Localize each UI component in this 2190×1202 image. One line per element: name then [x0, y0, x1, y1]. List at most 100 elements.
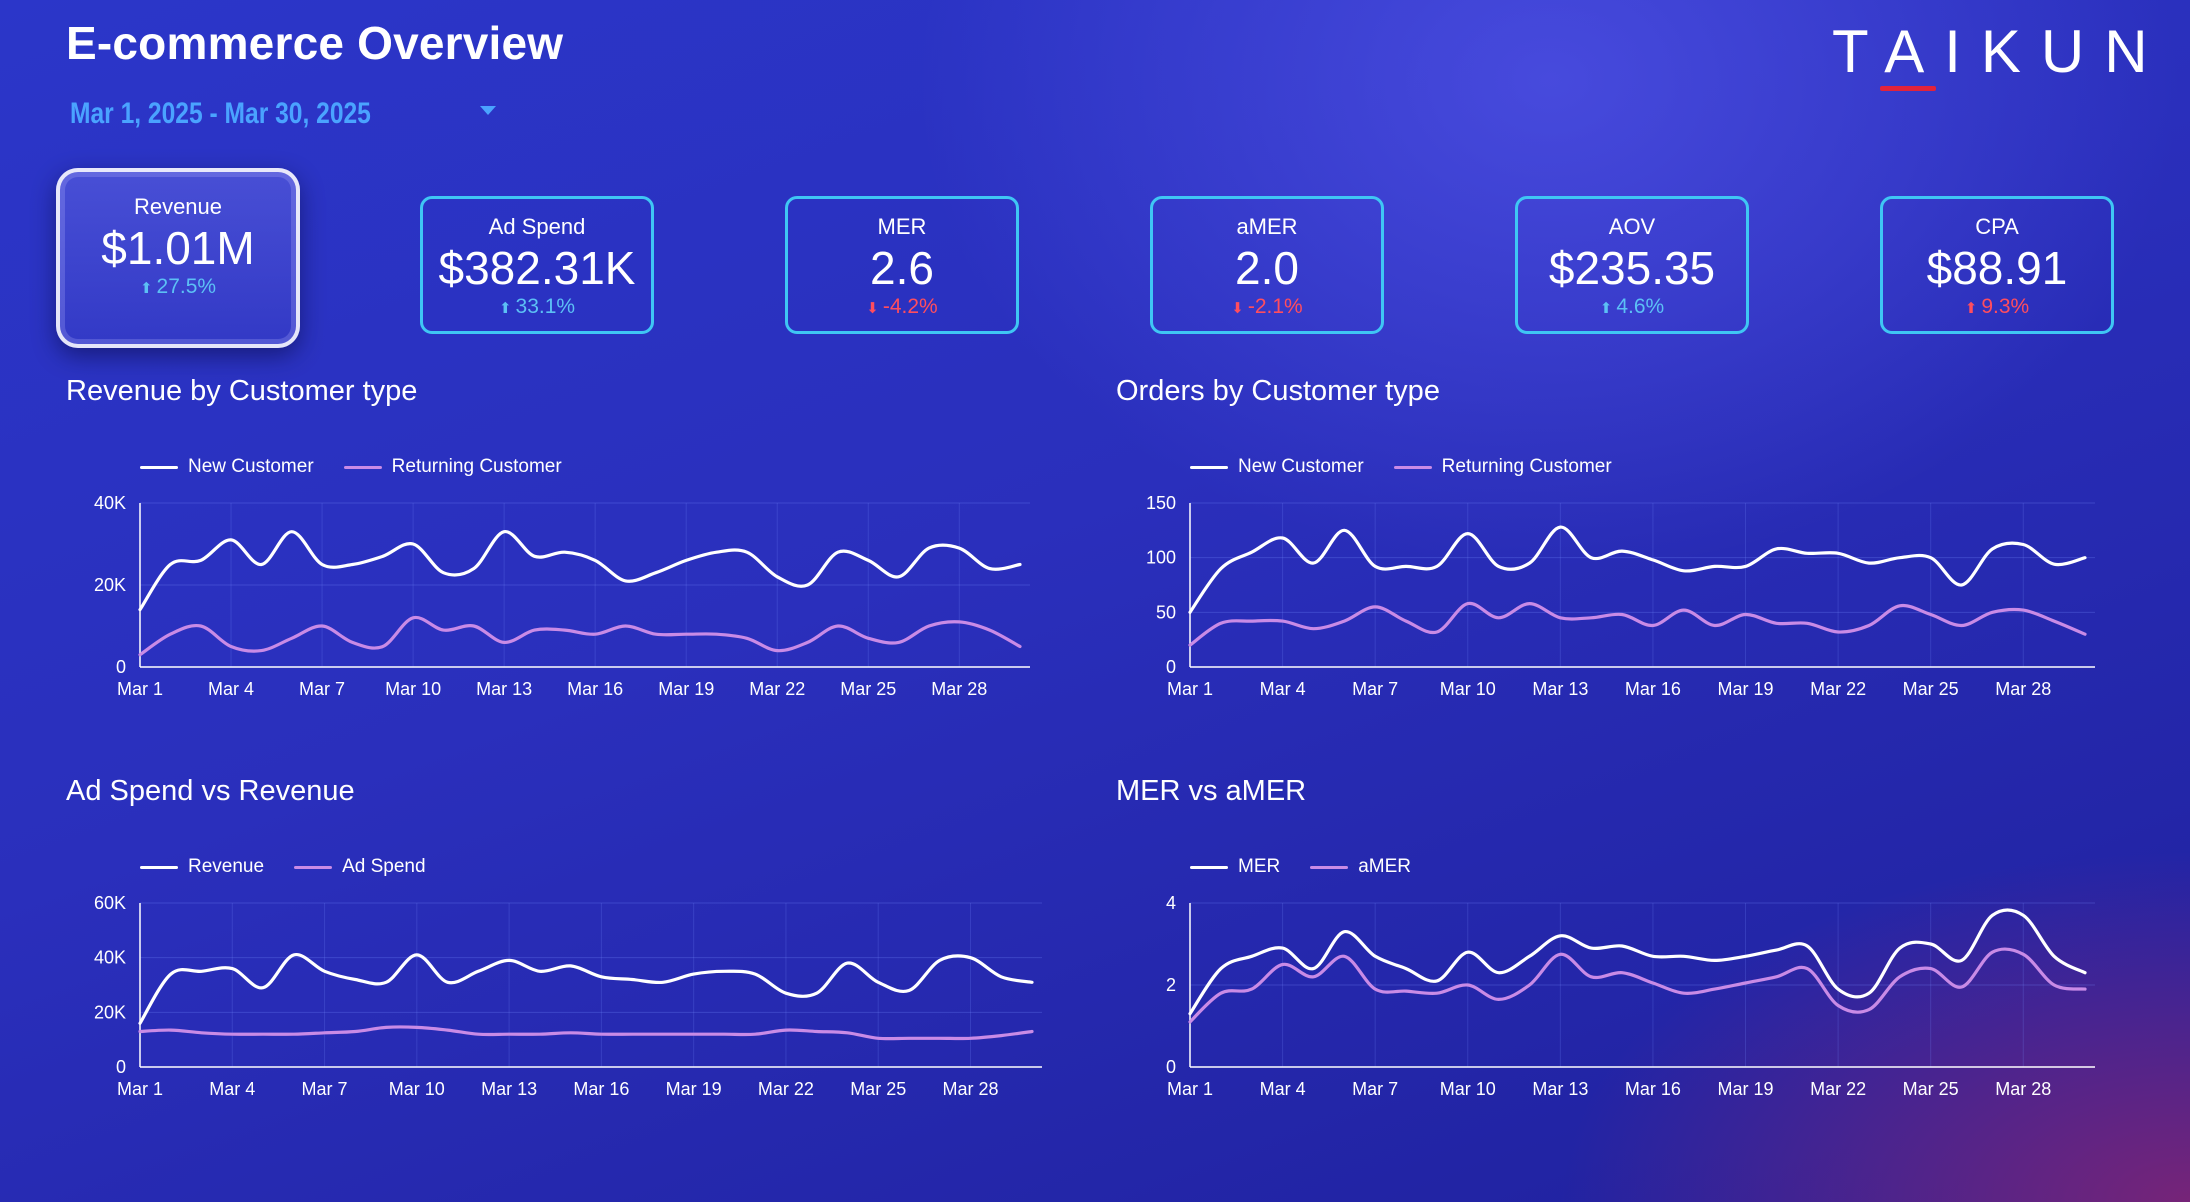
legend-item[interactable]: New Customer: [140, 456, 314, 478]
chart-title-mer-vs-amer: MER vs aMER: [1116, 775, 1307, 807]
legend-orders-by-customer: New Customer Returning Customer: [1190, 456, 1642, 478]
legend-item[interactable]: New Customer: [1190, 456, 1364, 478]
legend-swatch: [1393, 465, 1432, 469]
kpi-card-amer[interactable]: aMER 2.0 ⬇ -2.1%: [1150, 196, 1384, 334]
legend-item[interactable]: MER: [1190, 856, 1280, 878]
legend-label: Returning Customer: [1441, 456, 1612, 477]
kpi-delta-value: 27.5%: [156, 275, 217, 298]
legend-item[interactable]: aMER: [1310, 856, 1411, 878]
x-tick-label: Mar 25: [1903, 679, 1959, 699]
x-tick-label: Mar 7: [1352, 1079, 1398, 1099]
y-tick-label: 20K: [94, 1002, 126, 1022]
x-tick-label: Mar 10: [1440, 1079, 1496, 1099]
y-tick-label: 0: [116, 1057, 126, 1077]
x-tick-label: Mar 22: [1810, 1079, 1866, 1099]
kpi-delta: ⬇ -2.1%: [1153, 295, 1381, 319]
legend-swatch: [140, 465, 178, 469]
x-tick-label: Mar 13: [1532, 1079, 1588, 1099]
x-tick-label: Mar 16: [567, 679, 623, 699]
legend-item[interactable]: Revenue: [140, 856, 264, 878]
y-tick-label: 0: [1166, 1057, 1176, 1077]
chart-revenue-by-customer: 0 20K 40K Mar 1 Mar 4 Mar 7 Mar 10 Mar 13 Mar 16…: [94, 493, 1030, 699]
x-tick-label: Mar 22: [749, 679, 805, 699]
legend-swatch: [1310, 865, 1349, 869]
kpi-card-aov[interactable]: AOV $235.35 ⬆ 4.6%: [1515, 196, 1749, 334]
kpi-value: $1.01M: [101, 222, 255, 274]
legend-swatch: [294, 865, 333, 869]
x-tick-label: Mar 10: [389, 1079, 445, 1099]
chart-title-orders-by-customer: Orders by Customer type: [1116, 375, 1440, 407]
kpi-delta-value: 9.3%: [1981, 295, 2030, 318]
y-tick-label: 60K: [94, 893, 126, 913]
x-tick-label: Mar 16: [1625, 1079, 1681, 1099]
y-tick-label: 40K: [94, 493, 126, 513]
x-tick-label: Mar 7: [1352, 679, 1398, 699]
y-tick-label: 0: [1166, 657, 1176, 677]
x-tick-label: Mar 13: [476, 679, 532, 699]
kpi-value: 2.6: [870, 242, 934, 294]
kpi-card-mer[interactable]: MER 2.6 ⬇ -4.2%: [785, 196, 1019, 334]
chart-title-ad-spend-vs-revenue: Ad Spend vs Revenue: [66, 775, 355, 807]
legend-mer-vs-amer: MER aMER: [1190, 856, 1441, 878]
legend-label: Revenue: [188, 856, 265, 877]
series-line-new-customer: [1188, 525, 2087, 614]
kpi-delta: ⬆ 33.1%: [423, 295, 651, 319]
series-line-returning-customer: [138, 615, 1022, 657]
x-tick-label: Mar 19: [666, 1079, 722, 1099]
series-line-mer: [1188, 908, 2087, 1016]
kpi-delta: ⬇ -4.2%: [788, 295, 1016, 319]
x-tick-label: Mar 1: [1167, 1079, 1213, 1099]
legend-label: New Customer: [188, 456, 314, 477]
legend-item[interactable]: Returning Customer: [1393, 456, 1612, 478]
legend-label: New Customer: [1238, 456, 1364, 477]
y-tick-label: 100: [1146, 548, 1176, 568]
kpi-card-revenue[interactable]: Revenue $1.01M ⬆ 27.5%: [56, 168, 300, 348]
y-tick-label: 2: [1166, 975, 1176, 995]
x-tick-label: Mar 13: [481, 1079, 537, 1099]
kpi-delta-value: -2.1%: [1247, 295, 1303, 318]
x-tick-label: Mar 19: [1718, 1079, 1774, 1099]
legend-label: aMER: [1358, 856, 1412, 877]
legend-swatch: [343, 465, 382, 469]
x-tick-label: Mar 19: [658, 679, 714, 699]
arrow-up-icon: ⬆: [139, 280, 153, 297]
chevron-down-icon[interactable]: [480, 106, 496, 115]
x-tick-label: Mar 4: [1260, 679, 1306, 699]
kpi-card-cpa[interactable]: CPA $88.91 ⬆ 9.3%: [1880, 196, 2114, 334]
series-line-ad-spend: [138, 1025, 1034, 1041]
x-tick-label: Mar 25: [850, 1079, 906, 1099]
arrow-up-icon: ⬆: [1599, 300, 1613, 317]
kpi-delta-value: 4.6%: [1616, 295, 1665, 318]
x-tick-label: Mar 28: [1995, 1079, 2051, 1099]
brand-logo: TAIKUN: [1832, 18, 2148, 98]
x-tick-label: Mar 1: [117, 679, 163, 699]
y-tick-label: 0: [116, 657, 126, 677]
legend-item[interactable]: Returning Customer: [343, 456, 562, 478]
chart-mer-vs-amer: 0 2 4 Mar 1 Mar 4 Mar 7 Mar 10 Mar 13 Mar 16 Mar …: [1166, 893, 2095, 1099]
x-tick-label: Mar 7: [299, 679, 345, 699]
date-range-picker[interactable]: Mar 1, 2025 - Mar 30, 2025: [70, 92, 500, 136]
x-tick-label: Mar 4: [208, 679, 254, 699]
x-tick-label: Mar 22: [1810, 679, 1866, 699]
x-tick-label: Mar 25: [1903, 1079, 1959, 1099]
series-line-returning-customer: [1188, 601, 2087, 647]
kpi-delta: ⬆ 4.6%: [1518, 295, 1746, 319]
kpi-delta-value: 33.1%: [515, 295, 576, 318]
legend-swatch: [1190, 865, 1228, 869]
kpi-label: Revenue: [133, 194, 223, 219]
x-tick-label: Mar 1: [1167, 679, 1213, 699]
x-tick-label: Mar 19: [1718, 679, 1774, 699]
arrow-down-icon: ⬇: [866, 300, 879, 317]
legend-item[interactable]: Ad Spend: [294, 856, 426, 878]
x-tick-label: Mar 4: [1260, 1079, 1306, 1099]
chart-title-revenue-by-customer: Revenue by Customer type: [66, 375, 418, 407]
kpi-value: $88.91: [1926, 242, 2068, 294]
kpi-delta: ⬆ 9.3%: [1883, 295, 2111, 319]
arrow-up-icon: ⬆: [498, 300, 512, 317]
kpi-card-ad-spend[interactable]: Ad Spend $382.31K ⬆ 33.1%: [420, 196, 654, 334]
x-tick-label: Mar 7: [302, 1079, 348, 1099]
series-line-amer: [1188, 947, 2087, 1024]
legend-label: MER: [1238, 856, 1281, 877]
series-line-new-customer: [138, 530, 1022, 612]
x-tick-label: Mar 13: [1532, 679, 1588, 699]
